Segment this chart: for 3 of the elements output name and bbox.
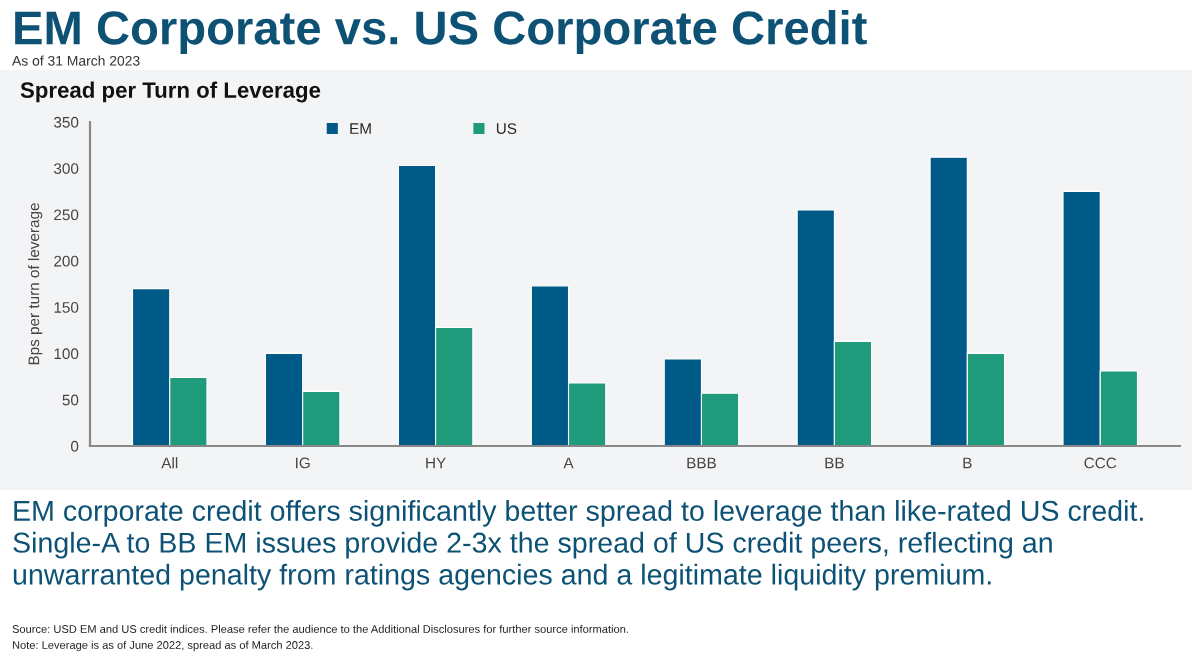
chart-title: EM Corporate vs. US Corporate Credit <box>15 9 867 55</box>
text: Spread per Turn of Leverage <box>20 81 321 103</box>
text: EM corporate credit offers significantly better spread to leverage than like-rated US credit. Single-A to BB EM issues provide 2-3x the spread of US credit peers, reflecting an unwarranted penalty from ratings agencies and a legitimate liquidity premium. <box>13 500 1143 591</box>
